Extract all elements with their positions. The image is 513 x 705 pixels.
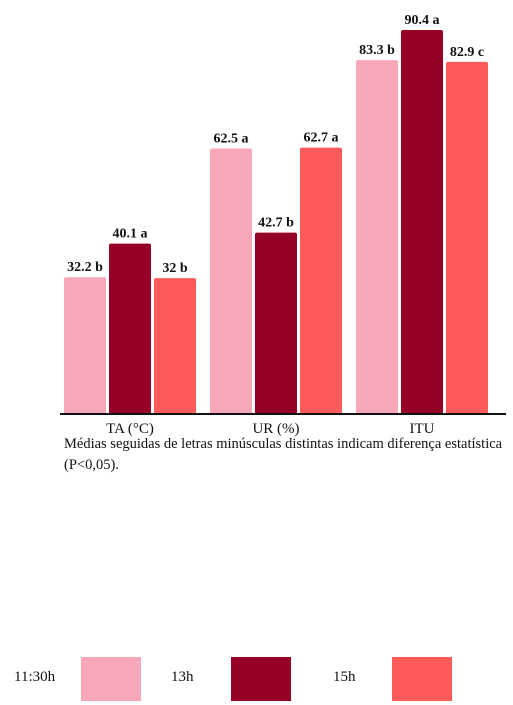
legend-label-13h: 13h [171,669,194,685]
legend-swatch-15h [392,657,452,701]
bar-15h-1 [300,147,342,415]
bar-1130-1 [210,148,252,414]
significance-note: Médias seguidas de letras minúsculas dis… [64,436,503,473]
value-label-13h-1: 42.7 b [258,216,294,231]
x-tick-label-2: ITU [410,421,435,437]
value-label-15h-0: 32 b [162,261,188,276]
bar-1130-2 [356,60,398,414]
legend: 11:30h 13h 15h [0,655,513,705]
x-tick-label-0: TA (°C) [106,421,154,437]
value-label-1130-0: 32.2 b [67,260,103,275]
legend-swatch-1130 [81,657,141,701]
legend-label-1130: 11:30h [14,669,56,685]
legend-swatch-13h [231,657,291,701]
value-label-1130-1: 62.5 a [214,132,249,147]
value-label-15h-1: 62.7 a [304,131,339,146]
legend-label-15h: 15h [333,669,356,685]
value-labels-group: 32.2 b 40.1 a 32 b 62.5 a 42.7 b 62.7 a 83.3 b… [67,13,484,276]
value-label-13h-0: 40.1 a [113,227,148,242]
value-label-15h-2: 82.9 c [450,45,484,60]
value-label-13h-2: 90.4 a [405,13,440,28]
bar-13h-2 [401,30,443,414]
x-tick-label-1: UR (%) [252,421,299,437]
bar-13h-1 [255,232,297,414]
x-tick-labels-group: TA (°C) UR (%) ITU [106,421,435,437]
bar-1130-0 [64,277,106,414]
bar-15h-2 [446,61,488,415]
bar-13h-0 [109,243,151,414]
bars-group [64,30,488,415]
value-label-1130-2: 83.3 b [359,43,395,58]
bar-15h-0 [154,278,196,414]
